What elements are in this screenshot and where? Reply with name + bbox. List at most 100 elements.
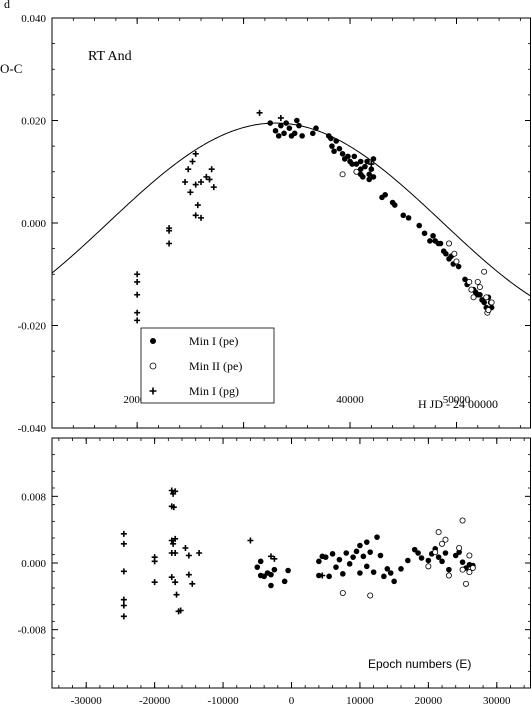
data-point-plus: [196, 550, 203, 556]
data-point-filled-circle: [357, 570, 363, 576]
data-point-filled-circle: [357, 166, 364, 172]
data-point-open-circle: [451, 250, 458, 257]
data-point-filled-circle: [459, 559, 466, 565]
data-point-filled-circle: [316, 558, 322, 565]
data-point-open-circle: [466, 278, 473, 285]
data-point-filled-circle: [336, 556, 343, 563]
data-point-plus: [168, 537, 175, 544]
y-tick-label: 0.008: [21, 491, 46, 503]
data-point-filled-circle: [363, 539, 370, 545]
data-point-open-circle: [485, 307, 492, 314]
data-point-filled-circle: [384, 566, 391, 572]
legend-label-min1-pg: Min I (pg): [189, 384, 239, 398]
y-tick-label: 0.040: [21, 13, 46, 25]
data-point-plus: [182, 545, 189, 551]
data-point-filled-circle: [271, 566, 278, 573]
data-point-filled-circle: [439, 558, 445, 565]
data-point-filled-circle: [446, 566, 452, 573]
data-point-filled-circle: [427, 238, 433, 244]
data-point-filled-circle: [370, 156, 377, 162]
data-point-filled-circle: [377, 552, 384, 559]
bottom-panel-axes: -0.008 0.000 0.008 -30000 -20000 -10000 0 10000…: [18, 437, 531, 707]
y-tick-label: 0.020: [21, 116, 46, 128]
data-point-plus: [189, 580, 196, 587]
data-point-plus: [168, 574, 175, 581]
y-tick-label: 0.000: [21, 218, 46, 230]
data-point-open-circle: [453, 258, 460, 265]
y-tick-label: -0.020: [18, 321, 47, 333]
data-point-filled-circle: [326, 573, 332, 580]
data-point-plus: [187, 189, 194, 196]
data-point-filled-circle: [286, 125, 293, 131]
data-point-filled-circle: [281, 130, 287, 137]
data-point-plus: [192, 181, 199, 188]
plot-frame: [51, 437, 531, 689]
data-point-open-circle: [432, 549, 439, 556]
data-point-filled-circle: [366, 171, 373, 178]
x-tick-label: -10000: [207, 695, 239, 707]
data-point-filled-circle: [285, 567, 291, 574]
data-point-filled-circle: [416, 222, 423, 229]
data-point-plus: [170, 540, 177, 547]
data-point-filled-circle: [278, 122, 284, 129]
data-point-filled-circle: [257, 558, 264, 565]
data-point-open-circle: [469, 565, 476, 572]
data-point-filled-circle: [425, 557, 432, 564]
data-point-filled-circle: [430, 233, 436, 239]
plot-frame: [51, 17, 531, 429]
data-point-open-circle: [339, 590, 346, 597]
data-point-filled-circle: [336, 145, 343, 152]
data-point-plus: [177, 607, 184, 614]
data-point-plus: [210, 184, 217, 191]
data-point-plus: [194, 202, 201, 209]
data-point-filled-circle: [360, 174, 366, 180]
data-point-filled-circle: [415, 550, 421, 556]
data-point-filled-circle: [340, 571, 346, 577]
data-point-plus: [120, 596, 127, 603]
data-point-filled-circle: [435, 554, 442, 560]
data-point-filled-circle: [391, 202, 398, 208]
data-point-open-circle: [474, 278, 481, 285]
data-point-plus: [185, 571, 192, 578]
data-point-plus: [271, 555, 278, 562]
data-point-filled-circle: [345, 153, 351, 160]
data-point-filled-circle: [387, 570, 394, 576]
data-point-open-circle: [367, 592, 374, 599]
data-point-plus: [120, 540, 127, 547]
data-point-open-circle: [481, 268, 488, 275]
data-point-filled-circle: [418, 555, 425, 561]
data-point-plus: [134, 271, 141, 278]
data-point-filled-circle: [391, 578, 397, 585]
data-point-plus: [277, 114, 284, 121]
data-point-filled-circle: [362, 163, 368, 170]
data-point-filled-circle: [456, 549, 462, 555]
data-point-filled-circle: [374, 534, 380, 540]
data-point-plus: [203, 173, 210, 180]
data-point-filled-circle: [443, 250, 449, 257]
data-point-filled-circle: [368, 166, 375, 172]
data-point-plus: [189, 158, 196, 165]
data-point-filled-circle: [366, 176, 373, 183]
data-point-filled-circle: [322, 554, 329, 560]
data-point-filled-circle: [481, 299, 487, 306]
fit-curve: [51, 122, 531, 297]
data-point-plus: [134, 278, 141, 285]
data-point-filled-circle: [299, 133, 305, 139]
data-point-open-circle: [442, 536, 449, 543]
data-point-filled-circle: [381, 573, 387, 580]
x-tick-label: 30000: [483, 695, 511, 707]
data-point-open-circle: [476, 284, 483, 291]
chart-title: RT And: [88, 49, 132, 64]
data-point-filled-circle: [316, 572, 322, 579]
data-point-open-circle: [425, 563, 432, 570]
data-point-plus: [208, 166, 215, 173]
data-point-filled-circle: [351, 153, 358, 160]
legend-marker-plus: [149, 387, 157, 395]
data-point-filled-circle: [331, 148, 337, 155]
data-point-plus: [134, 317, 141, 324]
y-axis-label: O-C: [0, 61, 22, 76]
x-tick-label: -20000: [139, 695, 171, 707]
data-point-filled-circle: [291, 130, 298, 137]
data-point-filled-circle: [398, 566, 404, 572]
